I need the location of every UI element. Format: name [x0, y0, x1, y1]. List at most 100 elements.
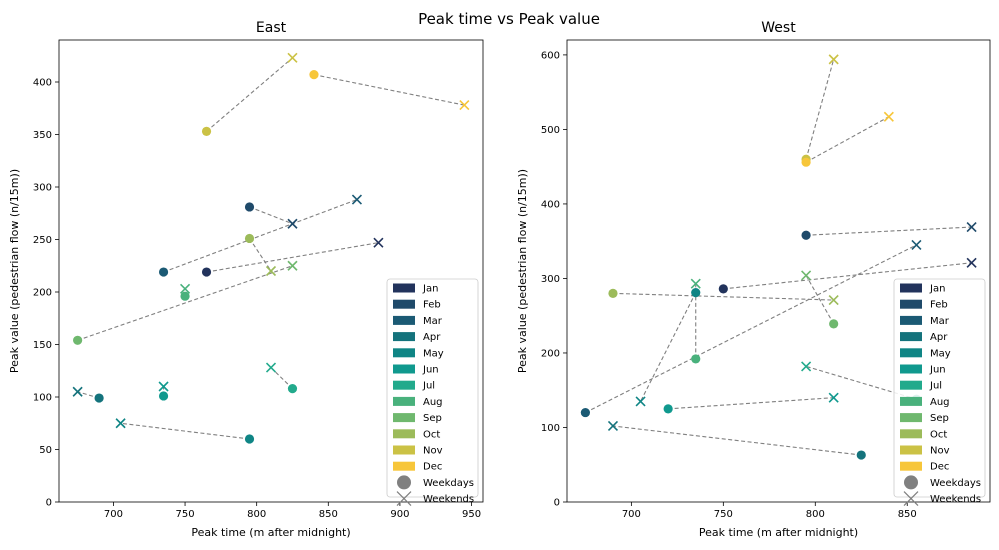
- legend-swatch-may: [900, 348, 922, 358]
- y-tick-label: 400: [541, 199, 560, 210]
- x-tick-label: 950: [462, 509, 481, 520]
- weekend-point-jan: [966, 257, 977, 268]
- legend-label-aug: Aug: [930, 397, 950, 408]
- connector-line-apr: [612, 425, 862, 456]
- weekend-point-dec: [883, 111, 894, 122]
- weekend-point-jun: [828, 392, 839, 403]
- y-tick-label: 50: [39, 445, 52, 456]
- weekday-point-oct: [244, 233, 255, 244]
- weekend-point-apr: [607, 420, 619, 432]
- weekday-point-aug: [180, 291, 190, 301]
- weekend-point-aug: [179, 283, 191, 294]
- weekend-point-aug: [690, 278, 701, 289]
- weekday-point-sep: [829, 319, 839, 329]
- connector-line-may: [120, 422, 250, 440]
- legend-label-jun: Jun: [422, 365, 439, 376]
- connector-line-jan: [723, 262, 972, 290]
- weekday-point-apr: [94, 393, 104, 403]
- y-tick-label: 200: [541, 348, 560, 359]
- legend-swatch-jun: [393, 364, 415, 374]
- y-tick-label: 100: [33, 393, 52, 404]
- legend-swatch-jul: [900, 380, 922, 390]
- weekday-point-aug: [691, 354, 701, 364]
- panel-title: East: [256, 20, 287, 36]
- legend-label-apr: Apr: [930, 332, 948, 343]
- weekend-point-apr: [72, 386, 83, 397]
- weekend-point-feb: [287, 218, 298, 229]
- legend-weekdays-icon: [904, 475, 918, 490]
- legend-swatch-feb: [393, 299, 415, 309]
- legend-swatch-oct: [393, 429, 415, 439]
- legend-swatch-jan: [393, 283, 415, 293]
- weekday-point-oct: [608, 288, 618, 298]
- legend-label-weekdays: Weekdays: [930, 478, 981, 489]
- legend-label-sep: Sep: [930, 413, 949, 424]
- x-tick-label: 750: [714, 509, 733, 520]
- weekend-point-sep: [801, 270, 812, 281]
- weekday-point-jul: [287, 384, 298, 394]
- legend-label-nov: Nov: [423, 446, 443, 457]
- panels: East 700 750 800 850 900 950 0 50 100 150 200 250 300…: [8, 20, 991, 539]
- legend-label-jun: Jun: [929, 365, 946, 376]
- legend-label-jan: Jan: [422, 284, 438, 295]
- legend-label-jul: Jul: [929, 381, 942, 392]
- connector-line-mar: [163, 199, 358, 273]
- weekday-point-jan: [201, 267, 212, 277]
- legend-label-oct: Oct: [423, 429, 440, 440]
- y-tick-label: 300: [541, 274, 560, 285]
- legend-swatch-jun: [900, 364, 922, 374]
- axes-frame: [58, 39, 484, 503]
- connector-line-jan: [206, 242, 379, 273]
- connector-line-jun: [668, 397, 834, 410]
- legend-weekends-icon: [903, 491, 919, 507]
- x-tick-label: 750: [176, 509, 195, 520]
- legend-label-feb: Feb: [423, 300, 441, 311]
- weekend-point-jul: [801, 361, 812, 372]
- x-axis-label: Peak time (m after midnight): [699, 526, 858, 539]
- connector-line-dec: [805, 116, 890, 163]
- y-tick-label: 500: [541, 125, 560, 136]
- connector-line-jul: [270, 367, 293, 389]
- weekday-point-jun: [158, 391, 169, 401]
- weekday-point-dec: [309, 70, 319, 80]
- connector-line-nov: [206, 57, 293, 132]
- y-tick-label: 100: [541, 423, 560, 434]
- figure-title: Peak time vs Peak value: [418, 10, 600, 28]
- legend-swatch-aug: [900, 396, 922, 406]
- weekend-point-nov: [828, 54, 839, 65]
- legend-swatch-jul: [393, 380, 415, 390]
- legend-label-weekends: Weekends: [423, 494, 474, 505]
- y-tick-label: 600: [541, 50, 560, 61]
- legend-swatch-may: [393, 348, 415, 358]
- y-tick-label: 150: [33, 340, 52, 351]
- weekend-point-oct: [828, 294, 839, 306]
- legend-label-feb: Feb: [930, 300, 948, 311]
- weekday-point-nov: [201, 126, 212, 136]
- weekday-point-dec: [801, 157, 811, 167]
- legend-label-nov: Nov: [930, 446, 950, 457]
- weekday-point-may: [244, 434, 255, 444]
- legend-swatch-sep: [393, 413, 415, 423]
- weekend-point-jan: [373, 237, 384, 248]
- x-tick-label: 700: [104, 509, 123, 520]
- legend-label-oct: Oct: [930, 429, 947, 440]
- legend-label-sep: Sep: [423, 413, 442, 424]
- legend-weekdays-icon: [397, 475, 411, 490]
- legend-swatch-aug: [393, 396, 415, 406]
- legend-label-mar: Mar: [930, 316, 950, 327]
- legend-label-dec: Dec: [930, 462, 949, 473]
- legend-swatch-dec: [393, 461, 415, 471]
- panel-title: West: [761, 20, 796, 36]
- chart-panel-0: East 700 750 800 850 900 950 0 50 100 150 200 250 300…: [8, 20, 484, 539]
- y-tick-label: 200: [33, 288, 52, 299]
- axes-frame: [566, 39, 991, 503]
- x-axis-label: Peak time (m after midnight): [191, 526, 350, 539]
- legend-swatch-feb: [900, 299, 922, 309]
- legend-swatch-jan: [900, 283, 922, 293]
- x-tick-label: 800: [806, 509, 825, 520]
- y-tick-label: 250: [33, 235, 52, 246]
- y-tick-label: 400: [33, 78, 52, 89]
- legend-swatch-mar: [900, 315, 922, 325]
- connector-line-feb: [249, 206, 293, 225]
